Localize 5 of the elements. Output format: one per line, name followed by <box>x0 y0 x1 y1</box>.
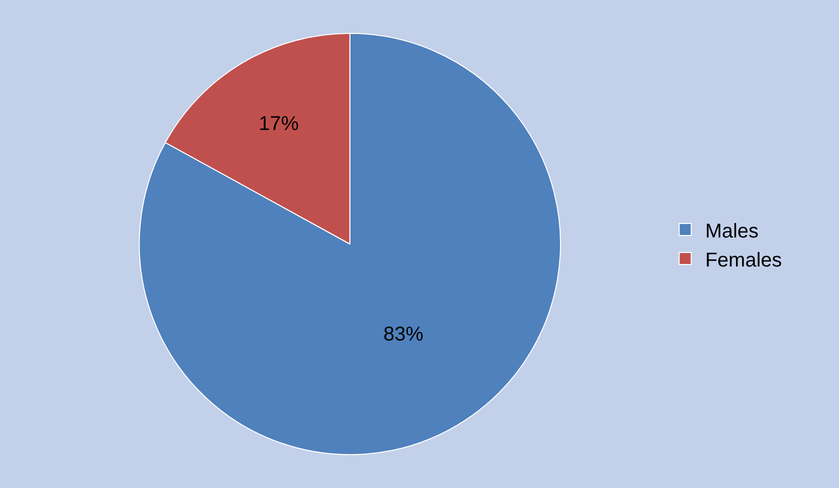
legend-label: Males <box>705 220 759 242</box>
legend-label: Females <box>705 249 782 272</box>
data-label: 17% <box>258 112 299 135</box>
data-label: 83% <box>383 324 424 346</box>
pie-slice <box>138 32 561 455</box>
